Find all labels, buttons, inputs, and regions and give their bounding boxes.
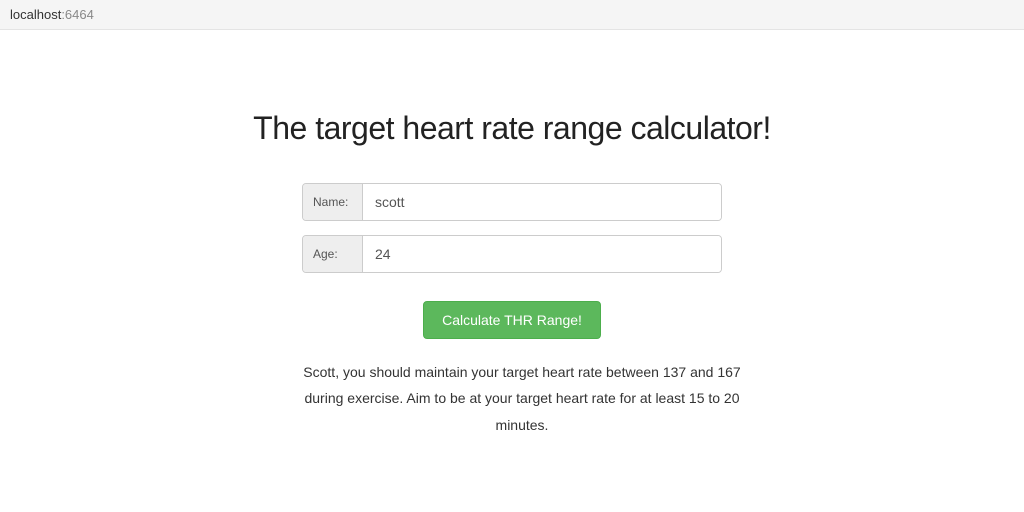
age-label: Age: [303,236,363,272]
age-input[interactable] [363,236,721,272]
name-label: Name: [303,184,363,220]
page-body: The target heart rate range calculator! … [0,30,1024,512]
page-title: The target heart rate range calculator! [253,110,771,147]
address-host: localhost [10,7,61,22]
submit-row: Calculate THR Range! [302,301,722,339]
age-input-group: Age: [302,235,722,273]
result-text: Scott, you should maintain your target h… [302,359,742,439]
name-input-group: Name: [302,183,722,221]
address-port: :6464 [61,7,94,22]
calculate-button[interactable]: Calculate THR Range! [423,301,601,339]
address-bar[interactable]: localhost:6464 [0,0,1024,30]
thr-form: Name: Age: Calculate THR Range! Scott, y… [302,183,722,439]
name-input[interactable] [363,184,721,220]
